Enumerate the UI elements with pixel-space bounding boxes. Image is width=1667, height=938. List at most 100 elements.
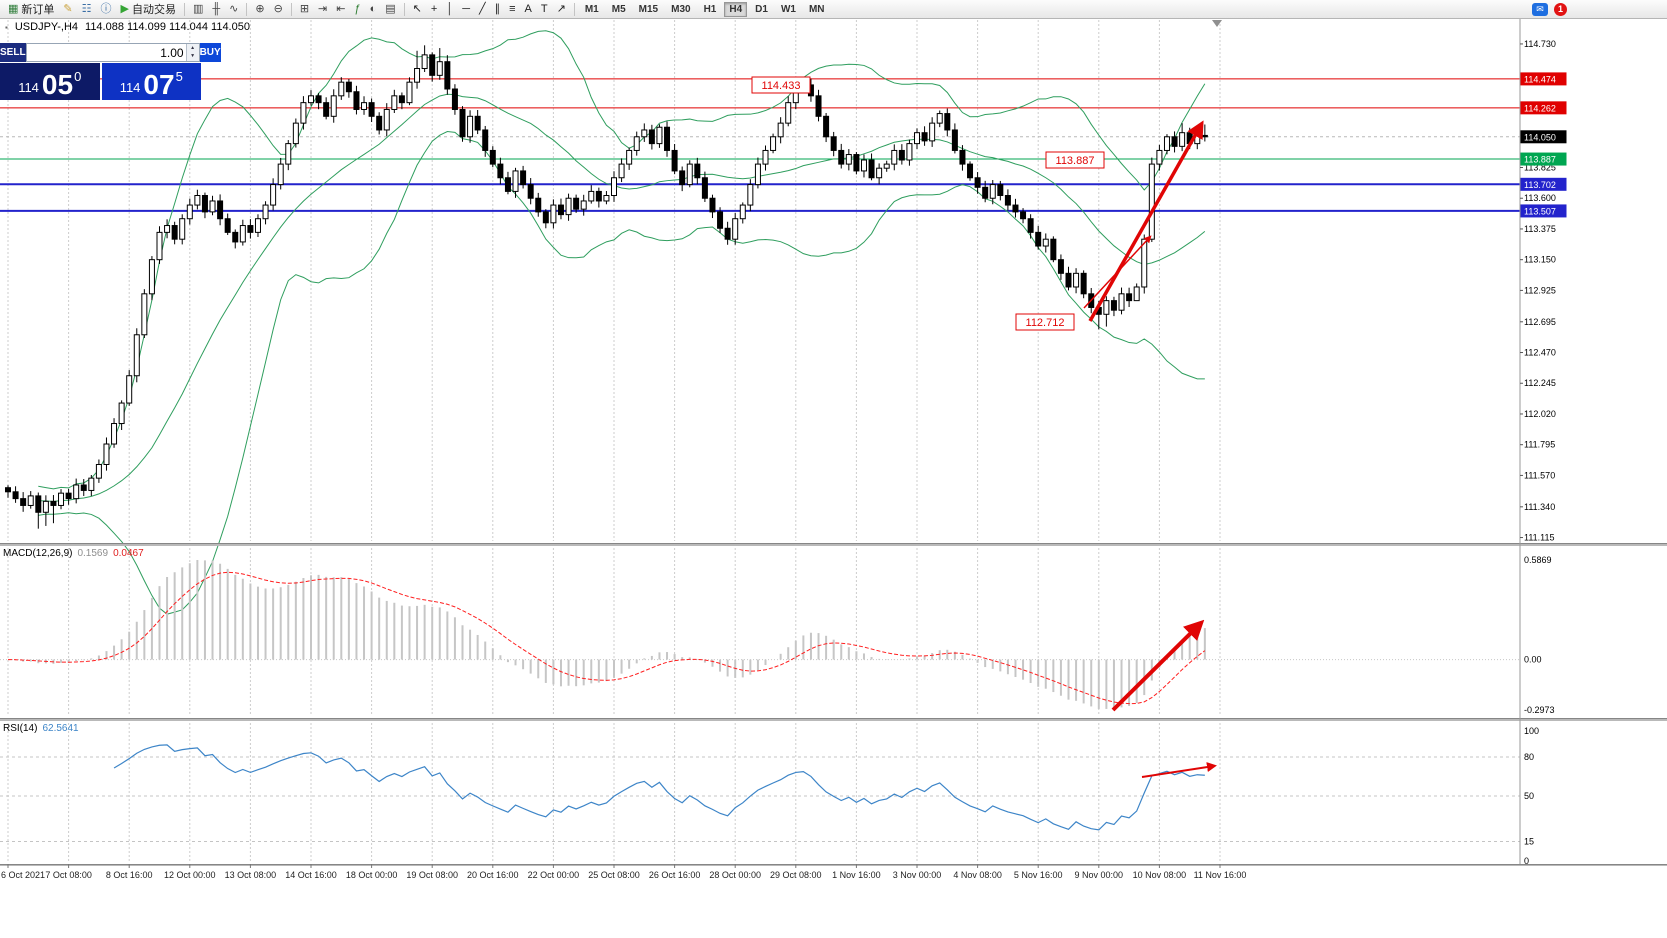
candle-body <box>338 81 345 97</box>
channel-button[interactable]: ∥ <box>491 1 505 17</box>
price-annotation[interactable]: 113.887 <box>1045 151 1105 169</box>
chart-symbol-title: ▪ USDJPY-,H4 114.088 114.099 114.044 114… <box>5 21 250 33</box>
candle-body <box>65 492 72 500</box>
trend-arrow[interactable] <box>1141 762 1217 778</box>
candle-body <box>482 129 489 151</box>
time-axis-label: 7 Oct 08:00 <box>45 870 92 880</box>
candle-body <box>565 197 572 216</box>
candle-body <box>88 477 95 491</box>
candle-body <box>383 108 390 131</box>
candle-body <box>754 163 761 186</box>
macd-name: MACD(12,26,9) <box>3 548 73 559</box>
timeframe-h4-button[interactable]: H4 <box>724 1 748 17</box>
candle-body <box>1050 238 1057 261</box>
sell-button[interactable]: SELL <box>0 43 26 62</box>
indicators-button[interactable]: ƒ <box>350 1 364 17</box>
price-badge <box>1520 177 1567 191</box>
data-window-button[interactable]: ⓘ <box>97 1 116 17</box>
candle-body <box>989 184 996 199</box>
candle-body <box>1073 272 1080 288</box>
candle-body <box>830 136 837 151</box>
candle-body <box>73 484 80 500</box>
annotation-box <box>1015 313 1075 331</box>
chart-shift-button[interactable]: ⇤ <box>332 1 349 17</box>
notification-badge[interactable]: 1 <box>1554 2 1567 16</box>
candle-body <box>323 102 330 117</box>
auto-trading-button[interactable]: ▶ 自动交易 <box>117 1 180 17</box>
toolbar-separator <box>403 2 405 16</box>
volume-input[interactable] <box>26 44 186 61</box>
candle-body <box>330 95 337 117</box>
timeframe-m15-button[interactable]: M15 <box>634 2 663 17</box>
candle-body <box>497 163 504 179</box>
bar-chart-icon: ▥ <box>192 3 204 15</box>
trend-arrow[interactable] <box>1111 619 1205 712</box>
fibonacci-button[interactable]: ≡ <box>505 1 519 17</box>
candle-body <box>1020 211 1027 220</box>
zoom-in-button[interactable]: ⊕ <box>251 1 268 17</box>
community-chat-icon[interactable]: ✉ <box>1532 2 1548 16</box>
rsi-indicator-label: RSI(14) 62.5641 <box>3 723 79 734</box>
candle-body <box>717 211 724 229</box>
timeframe-m5-button[interactable]: M5 <box>607 2 631 17</box>
new-order-icon: ▦ <box>8 3 19 15</box>
price-annotation[interactable]: 114.433 <box>751 76 811 94</box>
candlestick-chart-button[interactable]: ╫ <box>208 1 224 17</box>
annotations-layer[interactable]: 114.433 113.887 112.712 <box>751 76 1217 778</box>
label-button[interactable]: T <box>537 1 552 17</box>
zoom-out-button[interactable]: ⊖ <box>270 1 287 17</box>
buy-button[interactable]: BUY <box>199 43 221 62</box>
time-axis-label: 25 Oct 08:00 <box>588 870 640 880</box>
cursor-button[interactable]: ↖ <box>409 1 426 17</box>
new-order-button[interactable]: ▦ 新订单 <box>4 1 58 17</box>
text-button[interactable]: A <box>521 1 536 17</box>
auto-scroll-button[interactable]: ⇥ <box>314 1 331 17</box>
metaeditor-button[interactable]: ✎ <box>59 1 76 17</box>
candle-body <box>361 102 368 110</box>
market-watch-button[interactable]: ☷ <box>78 1 96 17</box>
candle-body <box>58 492 65 506</box>
candle-body <box>277 163 284 186</box>
bar-chart-button[interactable]: ▥ <box>189 1 207 17</box>
sell-price-pips: 05 <box>41 69 74 100</box>
tile-windows-button[interactable]: ⊞ <box>296 1 313 17</box>
candle-body <box>732 218 739 240</box>
macd-axis-tick: 0.00 <box>1524 655 1542 665</box>
timeframe-m1-button[interactable]: M1 <box>580 2 604 17</box>
buy-price-box[interactable]: 114 07 5 <box>101 63 201 100</box>
line-chart-button[interactable]: ∿ <box>225 1 242 17</box>
sell-price-box[interactable]: 114 05 0 <box>0 63 100 100</box>
timeframe-m30-button[interactable]: M30 <box>666 2 695 17</box>
indicator-panels-layer <box>0 560 1520 842</box>
crosshair-icon: + <box>430 3 438 15</box>
buy-price-pips: 07 <box>143 69 175 100</box>
arrows-tool-button[interactable]: ↗ <box>553 1 570 17</box>
templates-button[interactable]: ▤ <box>381 1 399 17</box>
volume-increase-button[interactable]: ▲ <box>186 44 199 53</box>
auto-trading-button-label: 自动交易 <box>131 4 176 16</box>
metaeditor-icon: ✎ <box>63 3 73 15</box>
trendline-button[interactable]: ╱ <box>475 1 490 17</box>
price-annotation[interactable]: 112.712 <box>1015 313 1075 331</box>
timeframe-d1-button[interactable]: D1 <box>750 2 773 17</box>
candle-body <box>421 54 428 70</box>
trend-arrow[interactable] <box>1083 235 1152 309</box>
price-axis-tick: 113.600 <box>1524 193 1556 203</box>
candle-body <box>186 204 193 220</box>
timeframe-h1-button[interactable]: H1 <box>699 2 722 17</box>
timeframe-mn-button[interactable]: MN <box>804 2 830 17</box>
crosshair-button[interactable]: + <box>427 1 441 17</box>
periods-button[interactable]: ◐ <box>366 1 381 17</box>
horizontal-line-button[interactable]: ─ <box>458 1 474 17</box>
level-lines-layer[interactable] <box>0 78 1520 212</box>
trend-arrow[interactable] <box>1088 120 1204 322</box>
timeframe-w1-button[interactable]: W1 <box>776 2 801 17</box>
candle-body <box>308 95 314 104</box>
candle-body <box>1126 293 1133 302</box>
new-order-button-label: 新订单 <box>21 4 55 16</box>
vertical-line-button[interactable]: │ <box>442 1 457 17</box>
volume-decrease-button[interactable]: ▼ <box>186 52 199 61</box>
candle-body <box>1035 231 1042 247</box>
candle-body <box>194 195 201 206</box>
candle-body <box>103 443 110 465</box>
